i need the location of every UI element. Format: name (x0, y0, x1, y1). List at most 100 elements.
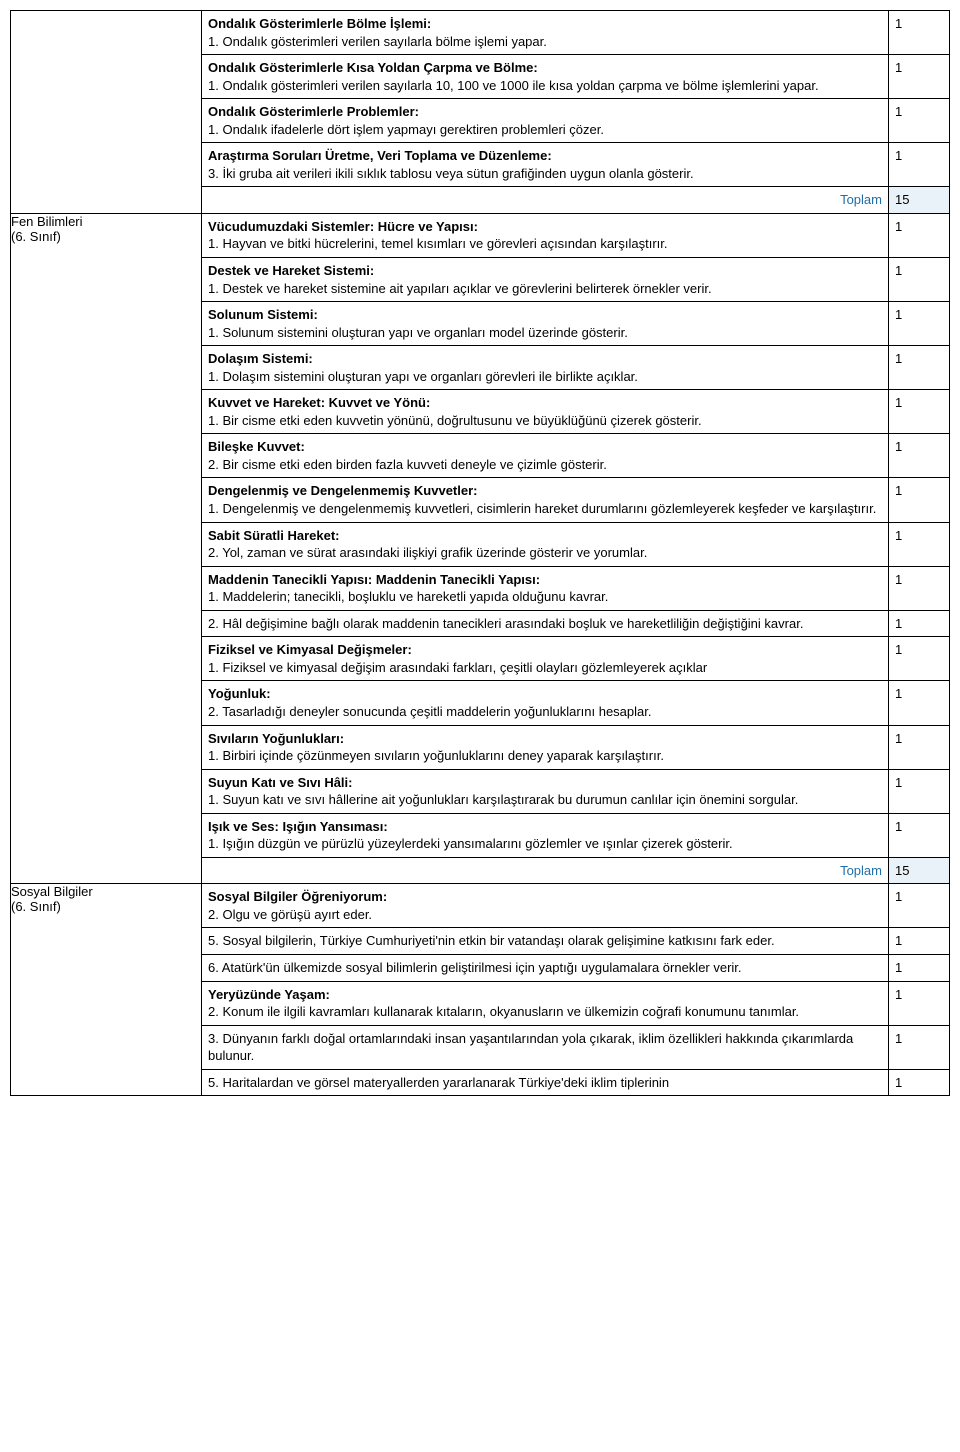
topic-body: 2. Hâl değişimine bağlı olarak maddenin … (208, 616, 803, 631)
table-row: Kuvvet ve Hareket: Kuvvet ve Yönü:1. Bir… (202, 390, 949, 434)
topic-description: Ondalık Gösterimlerle Problemler: 1. Onda… (202, 99, 889, 143)
topic-description: 5. Haritalardan ve görsel materyallerden… (202, 1069, 889, 1095)
total-label: Toplam (202, 187, 889, 213)
topic-description: Yeryüzünde Yaşam: 2. Konum ile ilgili kav… (202, 981, 889, 1025)
table-row: Destek ve Hareket Sistemi:1. Destek ve h… (202, 258, 949, 302)
topic-value: 1 (889, 346, 950, 390)
topic-body: 5. Sosyal bilgilerin, Türkiye Cumhuriyet… (208, 933, 775, 948)
table-row: Fiziksel ve Kimyasal Değişmeler:1. Fizik… (202, 637, 949, 681)
topic-description: Sosyal Bilgiler Öğreniyorum: 2. Olgu ve g… (202, 884, 889, 928)
table-row: Suyun Katı ve Sıvı Hâli: 1. Suyun katı ve… (202, 769, 949, 813)
topic-description: Vücudumuzdaki Sistemler: Hücre ve Yapısı… (202, 214, 889, 258)
table-row: 3. Dünyanın farklı doğal ortamlarındaki … (202, 1025, 949, 1069)
topic-title: Fiziksel ve Kimyasal Değişmeler: (208, 642, 412, 657)
topic-title: Yoğunluk: (208, 686, 271, 701)
table-row: Ondalık Gösterimlerle Kısa Yoldan Çarpma… (202, 55, 949, 99)
topic-description: Dengelenmiş ve Dengelenmemiş Kuvvetler: 1… (202, 478, 889, 522)
topic-title: Sıvıların Yoğunlukları: (208, 731, 344, 746)
topic-description: 6. Atatürk'ün ülkemizde sosyal bilimleri… (202, 954, 889, 981)
topic-description: Bileşke Kuvvet: 2. Bir cisme etki eden bi… (202, 434, 889, 478)
table-row: 2. Hâl değişimine bağlı olarak maddenin … (202, 610, 949, 637)
topic-value: 1 (889, 981, 950, 1025)
topic-title: Dolaşım Sistemi: (208, 351, 313, 366)
topic-body: 1. Birbiri içinde çözünmeyen sıvıların y… (208, 748, 664, 763)
table-row: Sıvıların Yoğunlukları: 1. Birbiri içinde… (202, 725, 949, 769)
topic-value: 1 (889, 769, 950, 813)
subject-label (11, 11, 202, 214)
topics-container: Sosyal Bilgiler Öğreniyorum: 2. Olgu ve g… (202, 884, 950, 1096)
topic-value: 1 (889, 928, 950, 955)
topic-value: 1 (889, 11, 950, 55)
topic-title: Vücudumuzdaki Sistemler: Hücre ve Yapısı… (208, 219, 478, 234)
topic-description: Destek ve Hareket Sistemi:1. Destek ve h… (202, 258, 889, 302)
topic-body: 1. Işığın düzgün ve pürüzlü yüzeylerdeki… (208, 836, 733, 851)
topic-value: 1 (889, 954, 950, 981)
table-row: Işık ve Ses: Işığın Yansıması:1. Işığın … (202, 813, 949, 857)
topic-description: Ondalık Gösterimlerle Kısa Yoldan Çarpma… (202, 55, 889, 99)
table-row: Solunum Sistemi: 1. Solunum sistemini olu… (202, 302, 949, 346)
topic-title: Suyun Katı ve Sıvı Hâli: (208, 775, 353, 790)
total-label: Toplam (202, 857, 889, 883)
topic-description: Fiziksel ve Kimyasal Değişmeler:1. Fizik… (202, 637, 889, 681)
topic-title: Ondalık Gösterimlerle Kısa Yoldan Çarpma… (208, 60, 538, 75)
table-row: 5. Haritalardan ve görsel materyallerden… (202, 1069, 949, 1095)
topic-title: Solunum Sistemi: (208, 307, 318, 322)
topic-title: Dengelenmiş ve Dengelenmemiş Kuvvetler: (208, 483, 478, 498)
table-row: 6. Atatürk'ün ülkemizde sosyal bilimleri… (202, 954, 949, 981)
total-row: Toplam15 (202, 857, 949, 883)
table-row: Sabit Süratli Hareket:2. Yol, zaman ve s… (202, 522, 949, 566)
subject-label: Sosyal Bilgiler(6. Sınıf) (11, 884, 202, 1096)
topic-body: 2. Bir cisme etki eden birden fazla kuvv… (208, 457, 607, 472)
topic-body: 1. Destek ve hareket sistemine ait yapıl… (208, 281, 712, 296)
topic-body: 2. Konum ile ilgili kavramları kullanara… (208, 1004, 799, 1019)
topic-description: Araştırma Soruları Üretme, Veri Toplama … (202, 143, 889, 187)
topic-value: 1 (889, 99, 950, 143)
topic-description: Sabit Süratli Hareket:2. Yol, zaman ve s… (202, 522, 889, 566)
topic-value: 1 (889, 522, 950, 566)
topic-title: Ondalık Gösterimlerle Bölme İşlemi: (208, 16, 431, 31)
table-row: Bileşke Kuvvet: 2. Bir cisme etki eden bi… (202, 434, 949, 478)
table-row: Sosyal Bilgiler Öğreniyorum: 2. Olgu ve g… (202, 884, 949, 928)
topic-value: 1 (889, 55, 950, 99)
topic-body: 1. Maddelerin; tanecikli, boşluklu ve ha… (208, 589, 608, 604)
topic-title: Ondalık Gösterimlerle Problemler: (208, 104, 419, 119)
topic-value: 1 (889, 143, 950, 187)
topic-body: 3. İki gruba ait verileri ikili sıklık t… (208, 166, 694, 181)
topic-value: 1 (889, 1069, 950, 1095)
topic-body: 1. Dengelenmiş ve dengelenmemiş kuvvetle… (208, 501, 876, 516)
topic-body: 5. Haritalardan ve görsel materyallerden… (208, 1075, 669, 1090)
curriculum-table: Ondalık Gösterimlerle Bölme İşlemi: 1. On… (10, 10, 950, 1096)
topic-body: 2. Olgu ve görüşü ayırt eder. (208, 907, 372, 922)
topic-body: 1. Ondalık gösterimleri verilen sayılarl… (208, 34, 547, 49)
topic-description: 2. Hâl değişimine bağlı olarak maddenin … (202, 610, 889, 637)
topic-title: Yeryüzünde Yaşam: (208, 987, 330, 1002)
topic-value: 1 (889, 390, 950, 434)
topic-body: 1. Dolaşım sistemini oluşturan yapı ve o… (208, 369, 638, 384)
topic-value: 1 (889, 1025, 950, 1069)
table-row: Dolaşım Sistemi: 1. Dolaşım sistemini olu… (202, 346, 949, 390)
table-row: Maddenin Tanecikli Yapısı: Maddenin Tane… (202, 566, 949, 610)
topic-value: 1 (889, 302, 950, 346)
topic-value: 1 (889, 258, 950, 302)
topic-description: Maddenin Tanecikli Yapısı: Maddenin Tane… (202, 566, 889, 610)
topic-value: 1 (889, 214, 950, 258)
topic-description: 5. Sosyal bilgilerin, Türkiye Cumhuriyet… (202, 928, 889, 955)
topics-container: Ondalık Gösterimlerle Bölme İşlemi: 1. On… (202, 11, 950, 214)
table-row: Dengelenmiş ve Dengelenmemiş Kuvvetler: 1… (202, 478, 949, 522)
topic-title: Bileşke Kuvvet: (208, 439, 305, 454)
topic-body: 1. Ondalık ifadelerle dört işlem yapmayı… (208, 122, 604, 137)
topic-description: Ondalık Gösterimlerle Bölme İşlemi: 1. On… (202, 11, 889, 55)
topic-value: 1 (889, 478, 950, 522)
subject-label: Fen Bilimleri(6. Sınıf) (11, 213, 202, 883)
topic-title: Sosyal Bilgiler Öğreniyorum: (208, 889, 387, 904)
topic-value: 1 (889, 813, 950, 857)
topic-description: Yoğunluk:2. Tasarladığı deneyler sonucun… (202, 681, 889, 725)
topic-value: 1 (889, 610, 950, 637)
total-value: 15 (889, 187, 950, 213)
topic-body: 1. Hayvan ve bitki hücrelerini, temel kı… (208, 236, 668, 251)
topic-body: 1. Suyun katı ve sıvı hâllerine ait yoğu… (208, 792, 798, 807)
topic-value: 1 (889, 884, 950, 928)
topic-value: 1 (889, 566, 950, 610)
topic-value: 1 (889, 434, 950, 478)
topic-body: 1. Solunum sistemini oluşturan yapı ve o… (208, 325, 628, 340)
